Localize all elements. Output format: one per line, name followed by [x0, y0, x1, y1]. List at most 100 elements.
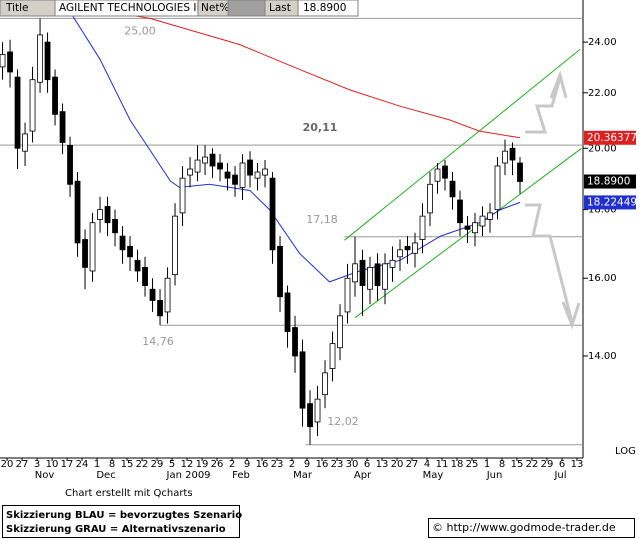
credit: Chart erstellt mit Qcharts	[65, 488, 193, 499]
candle-body	[442, 165, 448, 179]
candle-body	[59, 111, 66, 143]
candle-body	[187, 168, 193, 176]
price-label-box	[584, 130, 636, 145]
candle-body	[487, 212, 493, 220]
candle-body	[82, 239, 88, 268]
candle-body	[284, 292, 291, 332]
level-label: 25,00	[124, 24, 156, 37]
candle-body	[277, 245, 283, 298]
candle-body	[22, 133, 28, 152]
candle-body	[254, 171, 261, 179]
candle-body	[134, 259, 141, 272]
candle-body	[172, 215, 178, 275]
price-label: 18.8900	[587, 176, 630, 188]
x-tick-label: 16	[316, 459, 329, 470]
month-label: Jul	[553, 470, 566, 481]
x-tick-label: 13	[376, 459, 389, 470]
x-tick-label: 2	[289, 459, 295, 470]
candle-body	[119, 235, 126, 251]
candle-body	[404, 245, 411, 251]
x-tick-label: 18	[451, 459, 464, 470]
x-tick-label: 30	[346, 459, 359, 470]
header-last-label: Last	[269, 2, 291, 14]
candle-body	[224, 171, 231, 179]
candle-body	[457, 199, 463, 224]
x-tick-label: 5	[169, 459, 175, 470]
candle-body	[374, 263, 381, 286]
candle-body	[164, 277, 171, 313]
candle-body	[217, 162, 223, 170]
x-tick-label: 10	[46, 459, 59, 470]
x-tick-label: 20	[1, 459, 14, 470]
candle-body	[472, 222, 478, 234]
plot-area: 25,00 20,11 17,18 14,76 12,02	[0, 4, 583, 446]
site: © http://www.godmode-trader.de	[432, 521, 616, 534]
x-tick-label: 1	[484, 459, 490, 470]
candle-body	[149, 288, 156, 301]
scale-label: LOG	[615, 446, 636, 457]
month-label: Jan 2009	[166, 470, 211, 481]
trend-line	[354, 147, 582, 319]
x-tick-label: 2	[229, 459, 235, 470]
month-label: May	[423, 470, 444, 481]
candle-body	[194, 159, 201, 173]
x-tick-label: 19	[196, 459, 209, 470]
arrow-head	[561, 301, 581, 330]
candle-body	[0, 53, 6, 68]
candle-body	[142, 267, 148, 286]
candle-body	[434, 168, 441, 182]
candle-body	[337, 315, 343, 349]
y-tick-label: 18.00	[588, 205, 617, 216]
x-tick-label: 20	[391, 459, 404, 470]
candle-body	[412, 242, 418, 254]
level-label: 20,11	[303, 121, 338, 134]
scenario-down	[525, 203, 574, 323]
x-tick-label: 22	[136, 459, 149, 470]
header-title-label: Title	[5, 2, 29, 14]
month-label: Mar	[293, 470, 313, 481]
candle-body	[292, 327, 298, 357]
y-tick-label: 14.00	[588, 351, 617, 362]
candle-body	[112, 219, 118, 234]
candle-body	[7, 51, 13, 73]
trend-line	[344, 49, 581, 241]
x-tick-label: 1	[94, 459, 100, 470]
candle-body	[509, 147, 516, 161]
x-tick-label: 22	[526, 459, 539, 470]
moving-average	[65, 4, 521, 139]
candle-body	[209, 153, 216, 167]
candle-body	[74, 180, 81, 244]
candle-body	[97, 209, 103, 220]
candle-body	[322, 372, 328, 396]
y-tick-label: 22.00	[588, 88, 617, 99]
price-label-box	[584, 174, 636, 189]
x-tick-label: 25	[466, 459, 479, 470]
x-tick-label: 15	[511, 459, 524, 470]
site-box	[428, 518, 635, 538]
month-label: Dec	[96, 470, 115, 481]
level-label: 17,18	[306, 213, 338, 226]
candle-body	[239, 162, 246, 188]
candle-body	[44, 41, 51, 81]
legend-gray: Skizzierung GRAU = Alternativszenario	[6, 524, 226, 535]
level-label: 14,76	[142, 335, 174, 348]
candle-body	[449, 180, 456, 198]
candle-body	[367, 267, 373, 290]
candle-body	[314, 398, 321, 423]
candle-body	[344, 277, 351, 313]
x-tick-label: 8	[499, 459, 505, 470]
candle-body	[352, 263, 358, 283]
x-tick-label: 4	[424, 459, 430, 470]
x-tick-label: 23	[331, 459, 344, 470]
x-tick-label: 11	[436, 459, 449, 470]
legend-box	[2, 505, 240, 538]
candle-body	[269, 177, 276, 251]
candle-body	[127, 245, 133, 258]
candle-body	[494, 165, 501, 211]
x-tick-label: 27	[16, 459, 29, 470]
candle-body	[389, 259, 396, 268]
y-tick-label: 20.00	[588, 143, 617, 154]
candle-body	[247, 159, 253, 176]
x-tick-label: 15	[121, 459, 134, 470]
